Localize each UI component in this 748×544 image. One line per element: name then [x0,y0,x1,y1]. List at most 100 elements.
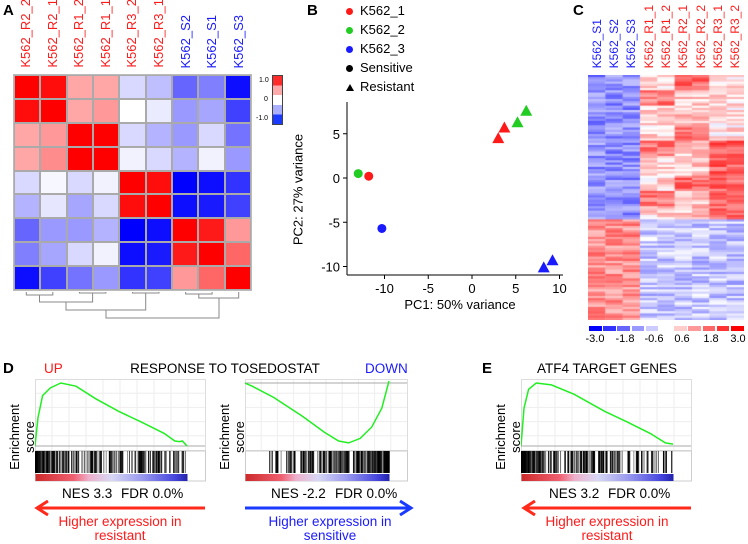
heatmap-cell [66,146,93,171]
heatmap-cell [93,242,120,267]
heatmap-cell [119,146,146,171]
enrichment-score-axis-label: Enrichment score [217,404,247,470]
heatmap-cell [93,194,120,219]
ranked-list-bar [245,474,390,481]
heatmap-cell [145,98,172,123]
fdr-value: FDR 0.0% [335,486,398,501]
x-tick-label: -5 [422,281,434,296]
heatmap-cell [145,75,172,99]
panel-label-c: C [573,2,584,19]
expression-heatmap [588,75,744,320]
heatmap-cell [145,146,172,171]
legend-circle-icon [346,27,353,34]
resistant-caption-e-line2: resistant [581,528,633,543]
heatmap-cell [14,122,41,147]
heatmap-cell [198,146,225,171]
heatmap-cell [14,146,41,171]
scale-tick-label: 3.0 [730,333,746,345]
arrows-layer [34,499,691,517]
ranked-list-bar [35,474,188,481]
heatmap-cell [40,75,67,99]
scale-swatch [645,326,659,331]
heatmap-cell [119,170,146,195]
enrichment-curve [521,382,674,447]
heatmap-cell [172,122,199,147]
y-tick-label: 5 [333,127,340,142]
resistant-caption-e-line1: Higher expression in [545,514,669,529]
scale-swatch [617,326,630,331]
heatmap-cell [66,194,93,219]
heatmap-cell [93,170,120,195]
x-tick-label: -10 [375,281,394,296]
heatmap-cell [145,242,172,267]
heatmap-cell [119,242,146,267]
heatmap-cell [40,194,67,219]
arrow-right-sensitive [245,499,414,517]
correlation-scale [272,75,283,125]
legend-label: Sensitive [360,60,413,75]
scale-swatch [631,326,645,331]
heatmap-cell [66,266,93,290]
heatmap-c-column-label: K562_R3_1 [710,4,725,68]
heatmap-cell [93,266,120,290]
down-label: DOWN [365,361,408,376]
heatmap-cell [14,242,41,267]
heatmap-cell [224,194,251,219]
panel-label-e: E [482,360,493,377]
gsea-plot-atf4 [521,379,692,482]
y-tick-label: -5 [328,215,340,230]
heatmap-c-column-label: K562_R2_1 [676,4,691,68]
enrichment-score-axis-label: Enrichment score [493,404,523,470]
heatmap-cell [198,266,225,290]
arrow-left-resistant-e [521,499,691,517]
correlation-heatmap [13,74,252,291]
heatmap-cell [66,75,93,99]
heatmap-cell [93,98,120,123]
heatmap-cell [119,75,146,99]
x-tick-label: 0 [468,281,475,296]
scale-tick-label: -0.6 [644,333,664,345]
heatmap-cell [145,218,172,243]
dendrogram [25,292,240,319]
heatmap-c-column-label: K562_R1_2 [658,4,673,68]
nes-value: NES 3.2 [549,486,600,501]
heatmap-cell [66,98,93,123]
y-tick-label: -10 [321,260,340,275]
legend-triangle-icon [346,84,354,91]
heatmap-cell [119,218,146,243]
scale-tick-label: -1.8 [615,333,635,345]
heatmap-cell [198,242,225,267]
heatmap-cell [93,75,120,99]
heatmap-cell [66,122,93,147]
panel-d-title: RESPONSE TO TOSEDOSTAT [130,361,320,376]
heatmap-cell [145,194,172,219]
heatmap-cell [14,218,41,243]
heatmap-c-column-label: K562_S3 [624,18,639,68]
sensitive-caption-line1: Higher expression in [268,514,392,529]
panel-label-d: D [3,360,14,377]
pca-point-resistant [537,261,550,273]
legend-label: Resistant [360,79,415,94]
heatmap-cell [224,75,251,99]
heatmap-cell [198,194,225,219]
resistant-caption-d-line2: resistant [94,528,146,543]
heatmap-cell [119,98,146,123]
up-label: UP [44,361,63,376]
heatmap-c-column-label: K562_R2_2 [693,4,708,68]
heatmap-cell [145,266,172,290]
fdr-value: FDR 0.0% [121,486,184,501]
heatmap-cell [40,98,67,123]
pca-point-resistant [492,132,505,144]
legend-circle-icon [346,46,353,53]
nes-value: NES -2.2 [271,486,326,501]
heatmap-cell [40,146,67,171]
heatmap-cell [66,218,93,243]
scale-swatch [731,326,744,331]
heatmap-cell [93,146,120,171]
heatmap-cell [224,122,251,147]
heatmap-cell [172,98,199,123]
pca-y-axis-label: PC2: 27% variance [290,133,306,246]
arrow-left-resistant-d [34,499,205,517]
pca-point-sensitive [364,171,374,181]
heatmap-c-column-label: K562_S1 [589,18,604,68]
